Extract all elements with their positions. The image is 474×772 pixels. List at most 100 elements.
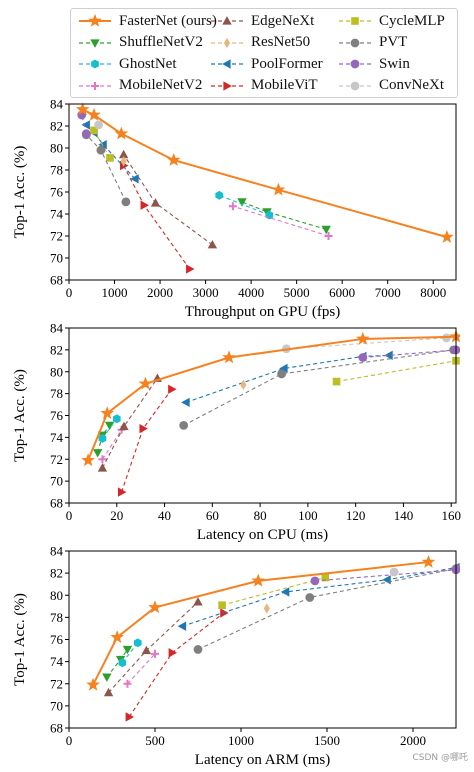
data-point-convnext [389, 567, 399, 577]
x-tick-label: 1500 [314, 733, 340, 748]
series-mobilevit [117, 384, 177, 497]
x-tick-label: 2000 [400, 733, 426, 748]
data-point-fasternet-ours [114, 126, 129, 140]
data-point-mobilevit [125, 712, 135, 722]
data-point-edgenext [97, 463, 108, 472]
data-point-cyclemlp [90, 126, 98, 135]
legend-marker [222, 59, 231, 69]
y-axis-label: Top-1 Acc. (%) [12, 593, 28, 686]
x-tick-label: 8000 [420, 285, 446, 300]
legend-marker [88, 14, 102, 27]
data-point-edgenext [141, 645, 152, 655]
legend-label: CycleMLP [379, 12, 445, 29]
chart-panel-2: 0 20 40 60 80 100 120 140 160 68 70 72 74 76 78 80 82 84 L… [12, 321, 461, 544]
series-line-cyclemlp [336, 360, 457, 383]
y-tick-label: 70 [50, 474, 63, 489]
series-fasternet-ours [75, 102, 454, 243]
x-tick-label: 7000 [375, 285, 401, 300]
legend-marker [350, 59, 360, 69]
data-point-swin [81, 129, 91, 139]
data-point-mobilenetv2 [123, 679, 132, 688]
data-point-edgenext [103, 687, 114, 697]
data-point-mobilevit [168, 384, 177, 394]
y-tick-label: 76 [50, 408, 64, 423]
series-line-swin [314, 569, 457, 582]
legend-marker [91, 59, 99, 69]
data-point-mobilevit [140, 200, 149, 210]
data-point-fasternet-ours [166, 152, 181, 166]
series-line-cyclemlp [221, 577, 326, 606]
y-tick-label: 84 [50, 321, 64, 336]
data-point-fasternet-ours [440, 229, 454, 243]
data-point-mobilenetv2 [151, 649, 159, 658]
x-tick-label: 80 [254, 508, 267, 523]
data-point-convnext [94, 120, 103, 130]
y-tick-label: 80 [50, 588, 63, 603]
data-point-fasternet-ours [222, 350, 236, 364]
data-point-poolformer [280, 587, 290, 597]
series-resnet50 [240, 379, 247, 391]
data-point-ghostnet [133, 638, 142, 648]
series-line-mobilenetv2 [101, 429, 123, 460]
x-tick-label: 0 [66, 285, 73, 300]
legend-swatch [211, 59, 243, 69]
legend-marker [223, 37, 231, 48]
legend-item-edgenext: EdgeNeXt [209, 11, 314, 31]
legend-label: ShuffleNetV2 [119, 34, 203, 50]
series-line-edgenext [108, 601, 199, 693]
x-tick-label: 2000 [147, 285, 173, 300]
data-point-fasternet-ours [110, 630, 124, 644]
series-ghostnet [98, 414, 121, 443]
y-tick-label: 78 [50, 386, 63, 401]
series-line-cyclemlp [93, 130, 111, 159]
legend-label: ConvNeXt [379, 77, 444, 93]
legend-label: ResNet50 [251, 34, 311, 50]
series-cyclemlp [332, 357, 460, 386]
y-tick-label: 68 [50, 496, 63, 511]
data-point-resnet50 [120, 156, 127, 167]
data-point-ghostnet [112, 414, 121, 424]
data-point-fasternet-ours [86, 677, 100, 691]
data-point-edgenext [150, 198, 161, 207]
data-point-mobilenetv2 [228, 202, 237, 211]
plot-frame [68, 550, 457, 729]
series-line-ghostnet [121, 642, 139, 664]
series-line-mobilenetv2 [232, 205, 329, 237]
y-tick-label: 78 [50, 610, 63, 625]
legend-marker [91, 81, 99, 90]
watermark: CSDN @哪吒 [412, 753, 468, 763]
series-resnet50 [263, 603, 270, 614]
y-tick-label: 84 [50, 97, 64, 112]
series-line-pvt [183, 349, 454, 426]
data-point-swin [358, 353, 368, 362]
y-tick-label: 80 [50, 364, 63, 379]
legend-item-convnext: ConvNeXt [337, 76, 444, 96]
x-axis-label: Latency on CPU (ms) [197, 527, 328, 543]
legend-item-shufflenetv2: ShuffleNetV2 [77, 33, 203, 53]
legend: FasterNet (ours) EdgeNeXt CycleMLP ShuffleN… [70, 8, 458, 98]
y-tick-label: 72 [50, 676, 63, 691]
legend-item-mobilenetv2: MobileNetV2 [77, 76, 202, 96]
legend-marker [223, 80, 232, 91]
legend-item-swin: Swin [337, 54, 410, 74]
series-line-swin [362, 349, 457, 359]
data-point-pvt [193, 645, 203, 654]
legend-label: FasterNet (ours) [119, 12, 217, 29]
y-tick-label: 74 [50, 654, 64, 669]
legend-marker [350, 38, 360, 47]
data-point-fasternet-ours [75, 102, 90, 116]
series-pvt [179, 345, 459, 430]
y-tick-label: 78 [50, 163, 63, 178]
legend-label: EdgeNeXt [251, 12, 315, 29]
legend-item-cyclemlp: CycleMLP [337, 11, 445, 31]
y-tick-label: 74 [50, 207, 64, 222]
data-point-pvt [179, 420, 189, 430]
legend-swatch [79, 59, 111, 69]
data-point-cyclemlp [332, 377, 341, 386]
x-tick-label: 5000 [284, 285, 310, 300]
y-tick-label: 82 [50, 119, 63, 134]
x-tick-label: 160 [441, 508, 461, 523]
data-point-edgenext [119, 421, 129, 431]
data-point-fasternet-ours [251, 573, 265, 587]
legend-swatch [211, 80, 243, 91]
